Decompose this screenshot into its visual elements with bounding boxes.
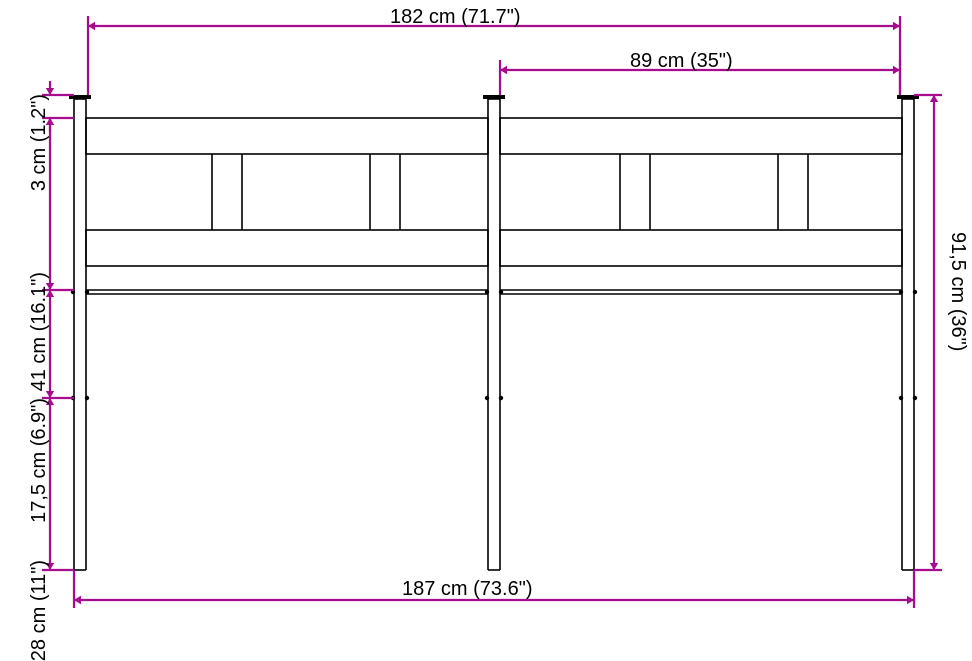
- dim-label-left-41: 41 cm (16.1"): [28, 272, 51, 391]
- dim-label-bottom: 187 cm (73.6"): [402, 578, 533, 601]
- dim-label-top-outer: 182 cm (71.7"): [390, 6, 521, 29]
- dim-label-right-915: 91,5 cm (36"): [946, 232, 969, 351]
- dim-label-left-175: 17,5 cm (6.9"): [28, 398, 51, 523]
- dim-label-left-cap: 3 cm (1.2"): [28, 94, 51, 191]
- dim-label-left-28: 28 cm (11"): [28, 560, 51, 661]
- dim-label-top-inner: 89 cm (35"): [630, 50, 733, 73]
